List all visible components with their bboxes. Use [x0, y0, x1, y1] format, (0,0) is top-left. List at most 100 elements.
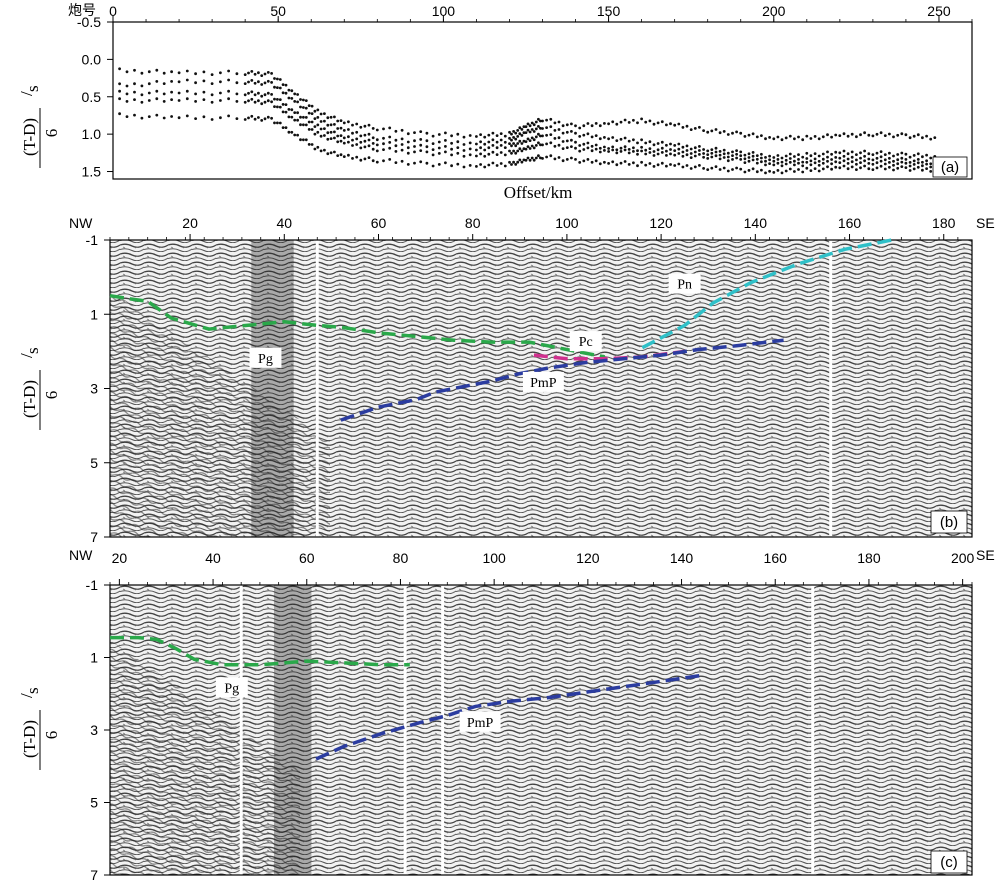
data-point — [425, 161, 429, 165]
data-point — [706, 153, 710, 157]
panel-a-ylabel-slash: / — [17, 91, 36, 96]
data-point — [278, 78, 282, 81]
data-point — [326, 137, 330, 141]
data-point — [194, 100, 198, 103]
data-point — [821, 135, 825, 139]
phase-curve-pg — [109, 293, 605, 359]
data-point — [260, 74, 264, 77]
data-point — [776, 154, 780, 157]
data-point — [768, 158, 771, 162]
data-point — [772, 159, 776, 163]
data-point — [276, 77, 279, 81]
data-point — [660, 146, 664, 150]
panel-c-left-end-label: NW — [69, 547, 93, 563]
panel-c-y-ticks: -1 1 3 5 7 — [86, 577, 110, 882]
data-point — [747, 159, 751, 163]
data-point — [250, 114, 254, 118]
panel-b-right-end-label: SE — [976, 215, 995, 231]
data-point — [329, 137, 333, 141]
data-point — [530, 144, 534, 148]
data-point — [296, 100, 299, 104]
data-point — [371, 136, 375, 140]
data-point — [660, 151, 664, 154]
data-point — [235, 100, 239, 103]
data-point — [367, 156, 371, 160]
data-point — [784, 154, 788, 158]
data-point — [257, 91, 260, 95]
data-point — [514, 137, 518, 141]
data-point — [892, 154, 895, 158]
data-point — [425, 150, 429, 154]
data-point — [528, 147, 532, 150]
data-point — [557, 136, 561, 140]
data-point — [644, 152, 648, 156]
data-point — [185, 78, 189, 82]
data-point — [508, 160, 511, 164]
data-point — [118, 97, 121, 101]
data-point — [652, 165, 656, 168]
data-point — [726, 155, 730, 159]
data-point — [219, 80, 222, 84]
data-point — [375, 138, 379, 142]
data-point — [685, 144, 689, 148]
data-point — [908, 161, 912, 164]
panel-b-y-tick-label: 1 — [90, 306, 98, 322]
data-point — [764, 159, 767, 163]
data-point — [751, 167, 755, 171]
data-point — [520, 149, 524, 153]
data-point — [491, 138, 495, 142]
data-point — [681, 126, 685, 129]
data-point — [846, 162, 850, 165]
data-point — [681, 165, 685, 169]
data-point — [660, 120, 664, 124]
data-point — [648, 162, 652, 165]
panel-c-x-tick-label: 40 — [205, 550, 221, 566]
panel-a-x-tick-label: 50 — [270, 3, 286, 19]
data-point — [351, 131, 354, 135]
data-point — [632, 118, 635, 122]
data-point — [805, 160, 809, 164]
data-point — [147, 70, 151, 74]
panel-c-phases: Pg PmP — [110, 635, 701, 761]
data-point — [846, 167, 850, 171]
data-point — [863, 154, 866, 158]
data-point — [516, 129, 520, 132]
phase-curve-pmp — [315, 673, 701, 761]
data-point — [250, 90, 254, 94]
data-point — [689, 128, 693, 132]
panel-a-y-tick-label: 0.5 — [82, 89, 102, 105]
data-point — [813, 161, 817, 165]
data-point — [293, 118, 297, 122]
data-point — [522, 131, 526, 135]
data-point — [681, 150, 685, 154]
data-point — [900, 165, 904, 169]
data-point — [333, 130, 336, 134]
data-point — [339, 134, 343, 138]
data-point — [530, 128, 534, 131]
data-point — [133, 98, 136, 101]
data-point — [632, 161, 635, 165]
data-point — [508, 130, 511, 134]
data-point — [304, 106, 308, 110]
data-point — [530, 121, 534, 125]
data-point — [598, 124, 602, 128]
data-point — [726, 133, 730, 136]
data-point — [805, 134, 809, 138]
data-point — [797, 158, 800, 161]
panel-b-y-tick-label: 5 — [90, 455, 98, 471]
data-point — [487, 152, 491, 156]
data-point — [257, 116, 260, 119]
data-point — [316, 130, 320, 134]
data-point — [537, 125, 540, 128]
data-point — [483, 165, 487, 169]
data-point — [495, 140, 499, 144]
data-point — [406, 151, 410, 155]
trace-gap — [441, 585, 445, 875]
data-point — [487, 133, 491, 137]
data-point — [299, 105, 302, 109]
data-point — [669, 142, 672, 146]
data-point — [537, 117, 540, 121]
panel-b-bands — [251, 240, 833, 537]
data-point — [821, 152, 825, 156]
data-point — [731, 131, 734, 135]
